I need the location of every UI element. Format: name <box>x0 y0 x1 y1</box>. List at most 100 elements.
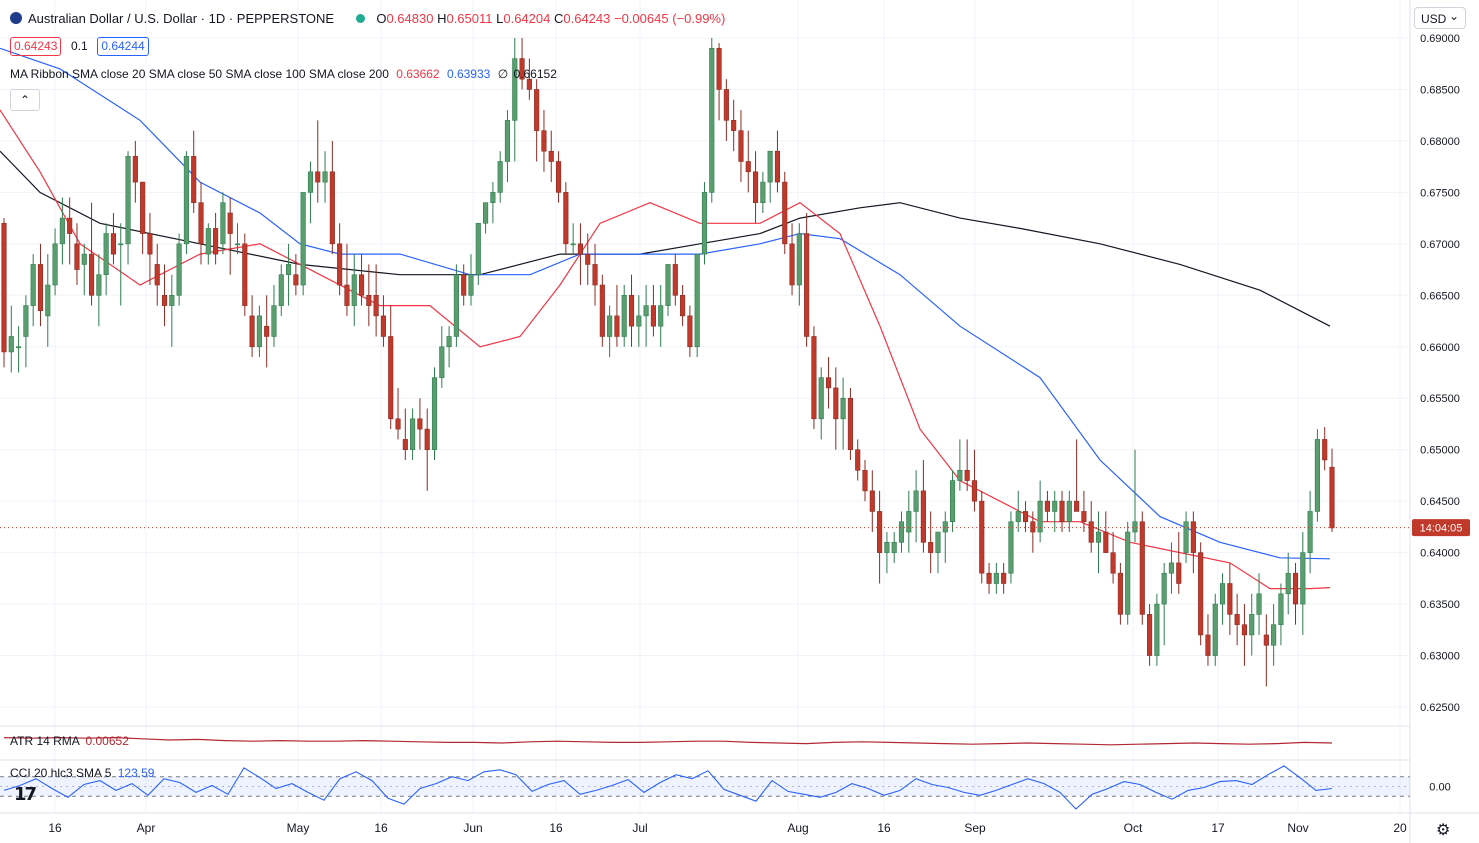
candle <box>950 470 956 533</box>
candle <box>278 264 284 316</box>
candle <box>548 130 554 183</box>
candle-body <box>833 387 839 420</box>
candle-body <box>1249 614 1255 636</box>
x-tick-label: May <box>287 821 310 835</box>
candle-body <box>88 253 95 296</box>
candle-body <box>811 336 817 420</box>
candle-body <box>942 521 948 533</box>
candle <box>424 408 430 491</box>
candle-body <box>315 171 321 183</box>
candle <box>125 151 131 265</box>
candle <box>563 182 569 255</box>
y-tick-label: 0.65000 <box>1420 445 1460 457</box>
atr-value: 0.00652 <box>85 734 129 748</box>
candle <box>592 243 598 306</box>
candle-body <box>96 274 102 296</box>
candle <box>52 228 58 296</box>
x-tick-label: 16 <box>877 821 891 835</box>
candle-body <box>1241 624 1248 636</box>
collapse-legend-button[interactable]: ⌃ <box>10 89 40 111</box>
y-tick-label: 0.66500 <box>1420 290 1460 302</box>
spread-value: 0.1 <box>71 39 88 53</box>
y-tick-label: 0.62500 <box>1420 702 1460 714</box>
candle-body <box>1110 552 1116 574</box>
candle-body <box>1322 439 1328 461</box>
candle <box>1300 532 1306 635</box>
candle-body <box>1008 521 1014 574</box>
candle-body <box>1198 552 1204 636</box>
atr-legend[interactable]: ATR 14 RMA 0.00652 <box>10 734 129 748</box>
candle-body <box>767 150 773 183</box>
candle <box>132 140 138 203</box>
candle <box>512 38 518 162</box>
candle <box>88 202 95 306</box>
candle-body <box>957 469 963 481</box>
cci-tick-label: 0.00 <box>1429 782 1450 794</box>
gear-icon[interactable]: ⚙ <box>1436 822 1451 839</box>
candle <box>402 408 408 460</box>
candle <box>1249 593 1255 656</box>
candle-body <box>1168 562 1175 574</box>
candle-body <box>1030 521 1036 533</box>
tradingview-logo[interactable]: 17 <box>14 784 37 805</box>
currency-select[interactable]: USD <box>1414 5 1466 29</box>
candle <box>1285 552 1291 615</box>
grid <box>0 0 1410 813</box>
candle <box>118 223 124 306</box>
candle <box>760 171 766 213</box>
cci-band <box>0 776 1410 797</box>
candle <box>701 182 708 265</box>
candle <box>497 151 503 203</box>
candle <box>738 110 744 183</box>
candle <box>1183 511 1189 563</box>
candle <box>694 253 700 358</box>
candle-body <box>300 192 306 286</box>
candle <box>1059 490 1065 533</box>
candle <box>833 367 839 450</box>
candle <box>570 223 576 255</box>
bid-price[interactable]: 0.64243 <box>10 37 62 56</box>
candle-body <box>169 295 175 306</box>
candle <box>935 531 941 574</box>
candle <box>607 305 613 358</box>
candle-body <box>993 572 999 584</box>
candle <box>1241 604 1248 666</box>
candle-body <box>519 58 525 80</box>
candle <box>906 490 912 553</box>
candle <box>1292 562 1299 625</box>
candle-body <box>592 264 598 286</box>
candle-body <box>1307 511 1313 553</box>
candle-body <box>665 264 671 306</box>
candle <box>1044 490 1050 522</box>
candle <box>1037 480 1043 543</box>
candle-body <box>599 284 605 337</box>
candle-body <box>293 274 299 286</box>
candle <box>658 285 664 347</box>
candle <box>1008 511 1014 584</box>
candle-body <box>1001 572 1007 584</box>
candle-body <box>979 500 985 574</box>
candle-body <box>118 243 124 246</box>
x-tick-label: Oct <box>1124 821 1143 835</box>
ma-legend[interactable]: MA Ribbon SMA close 20 SMA close 50 SMA … <box>10 67 557 81</box>
candle <box>504 110 511 183</box>
candle <box>1147 604 1153 666</box>
candle-body <box>1292 572 1299 605</box>
symbol-title[interactable]: Australian Dollar / U.S. Dollar · 1D · P… <box>28 11 335 26</box>
candle <box>687 305 693 358</box>
cci-legend[interactable]: CCI 20 hlc3 SMA 5 123.59 <box>10 766 155 780</box>
candle-body <box>636 315 642 327</box>
candle <box>198 182 204 265</box>
candle-body <box>1300 552 1306 605</box>
ma-ribbon <box>0 47 1331 590</box>
candle-body <box>402 439 408 450</box>
candle <box>964 439 970 491</box>
candle <box>344 243 350 316</box>
candle <box>351 254 357 327</box>
candle-body <box>847 397 853 450</box>
candle <box>461 264 467 306</box>
ask-price[interactable]: 0.64244 <box>97 37 149 56</box>
candle <box>1227 562 1233 635</box>
candle <box>731 99 737 152</box>
